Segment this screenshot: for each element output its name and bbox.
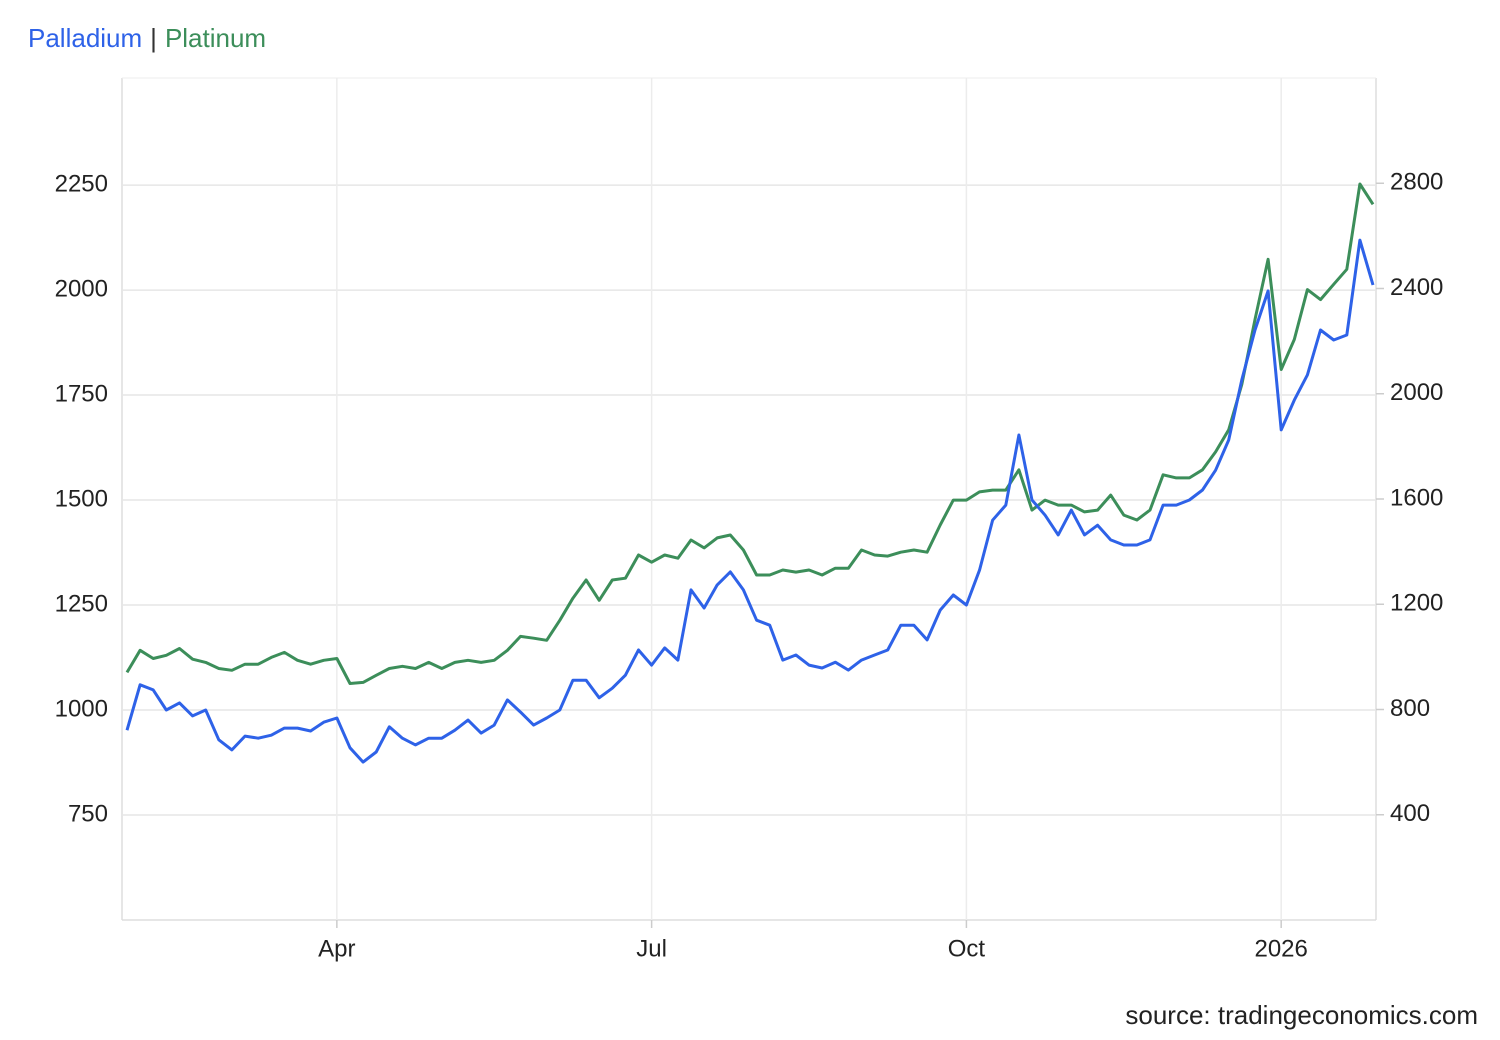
y2-tick-label: 2400 [1390, 274, 1443, 301]
source: source: tradingeconomics.com [1125, 1000, 1478, 1030]
x-tick-label: Oct [948, 935, 986, 962]
legend: Palladium | Platinum [28, 23, 266, 53]
y2-tick-label: 1600 [1390, 484, 1443, 511]
y2-tick-label: 1200 [1390, 590, 1443, 617]
y-tick-label: 1000 [55, 695, 108, 722]
legend-entry: Palladium [28, 23, 142, 53]
y2-tick-label: 2000 [1390, 379, 1443, 406]
x-tick-label: Jul [636, 935, 667, 962]
legend-entry: Platinum [165, 23, 266, 53]
y2-tick-label: 800 [1390, 695, 1430, 722]
y-tick-label: 1750 [55, 380, 108, 407]
x-tick-label: 2026 [1254, 935, 1307, 962]
y2-tick-label: 400 [1390, 800, 1430, 827]
x-tick-label: Apr [318, 935, 355, 962]
y-tick-label: 1250 [55, 590, 108, 617]
y2-tick-label: 2800 [1390, 169, 1443, 196]
line-palladium [125, 238, 1375, 764]
y-tick-label: 2000 [55, 275, 108, 302]
legend-separator: | [150, 23, 157, 53]
y-tick-label: 750 [68, 800, 108, 827]
y-tick-label: 2250 [55, 170, 108, 197]
y-tick-label: 1500 [55, 485, 108, 512]
line-platinum [125, 182, 1375, 685]
